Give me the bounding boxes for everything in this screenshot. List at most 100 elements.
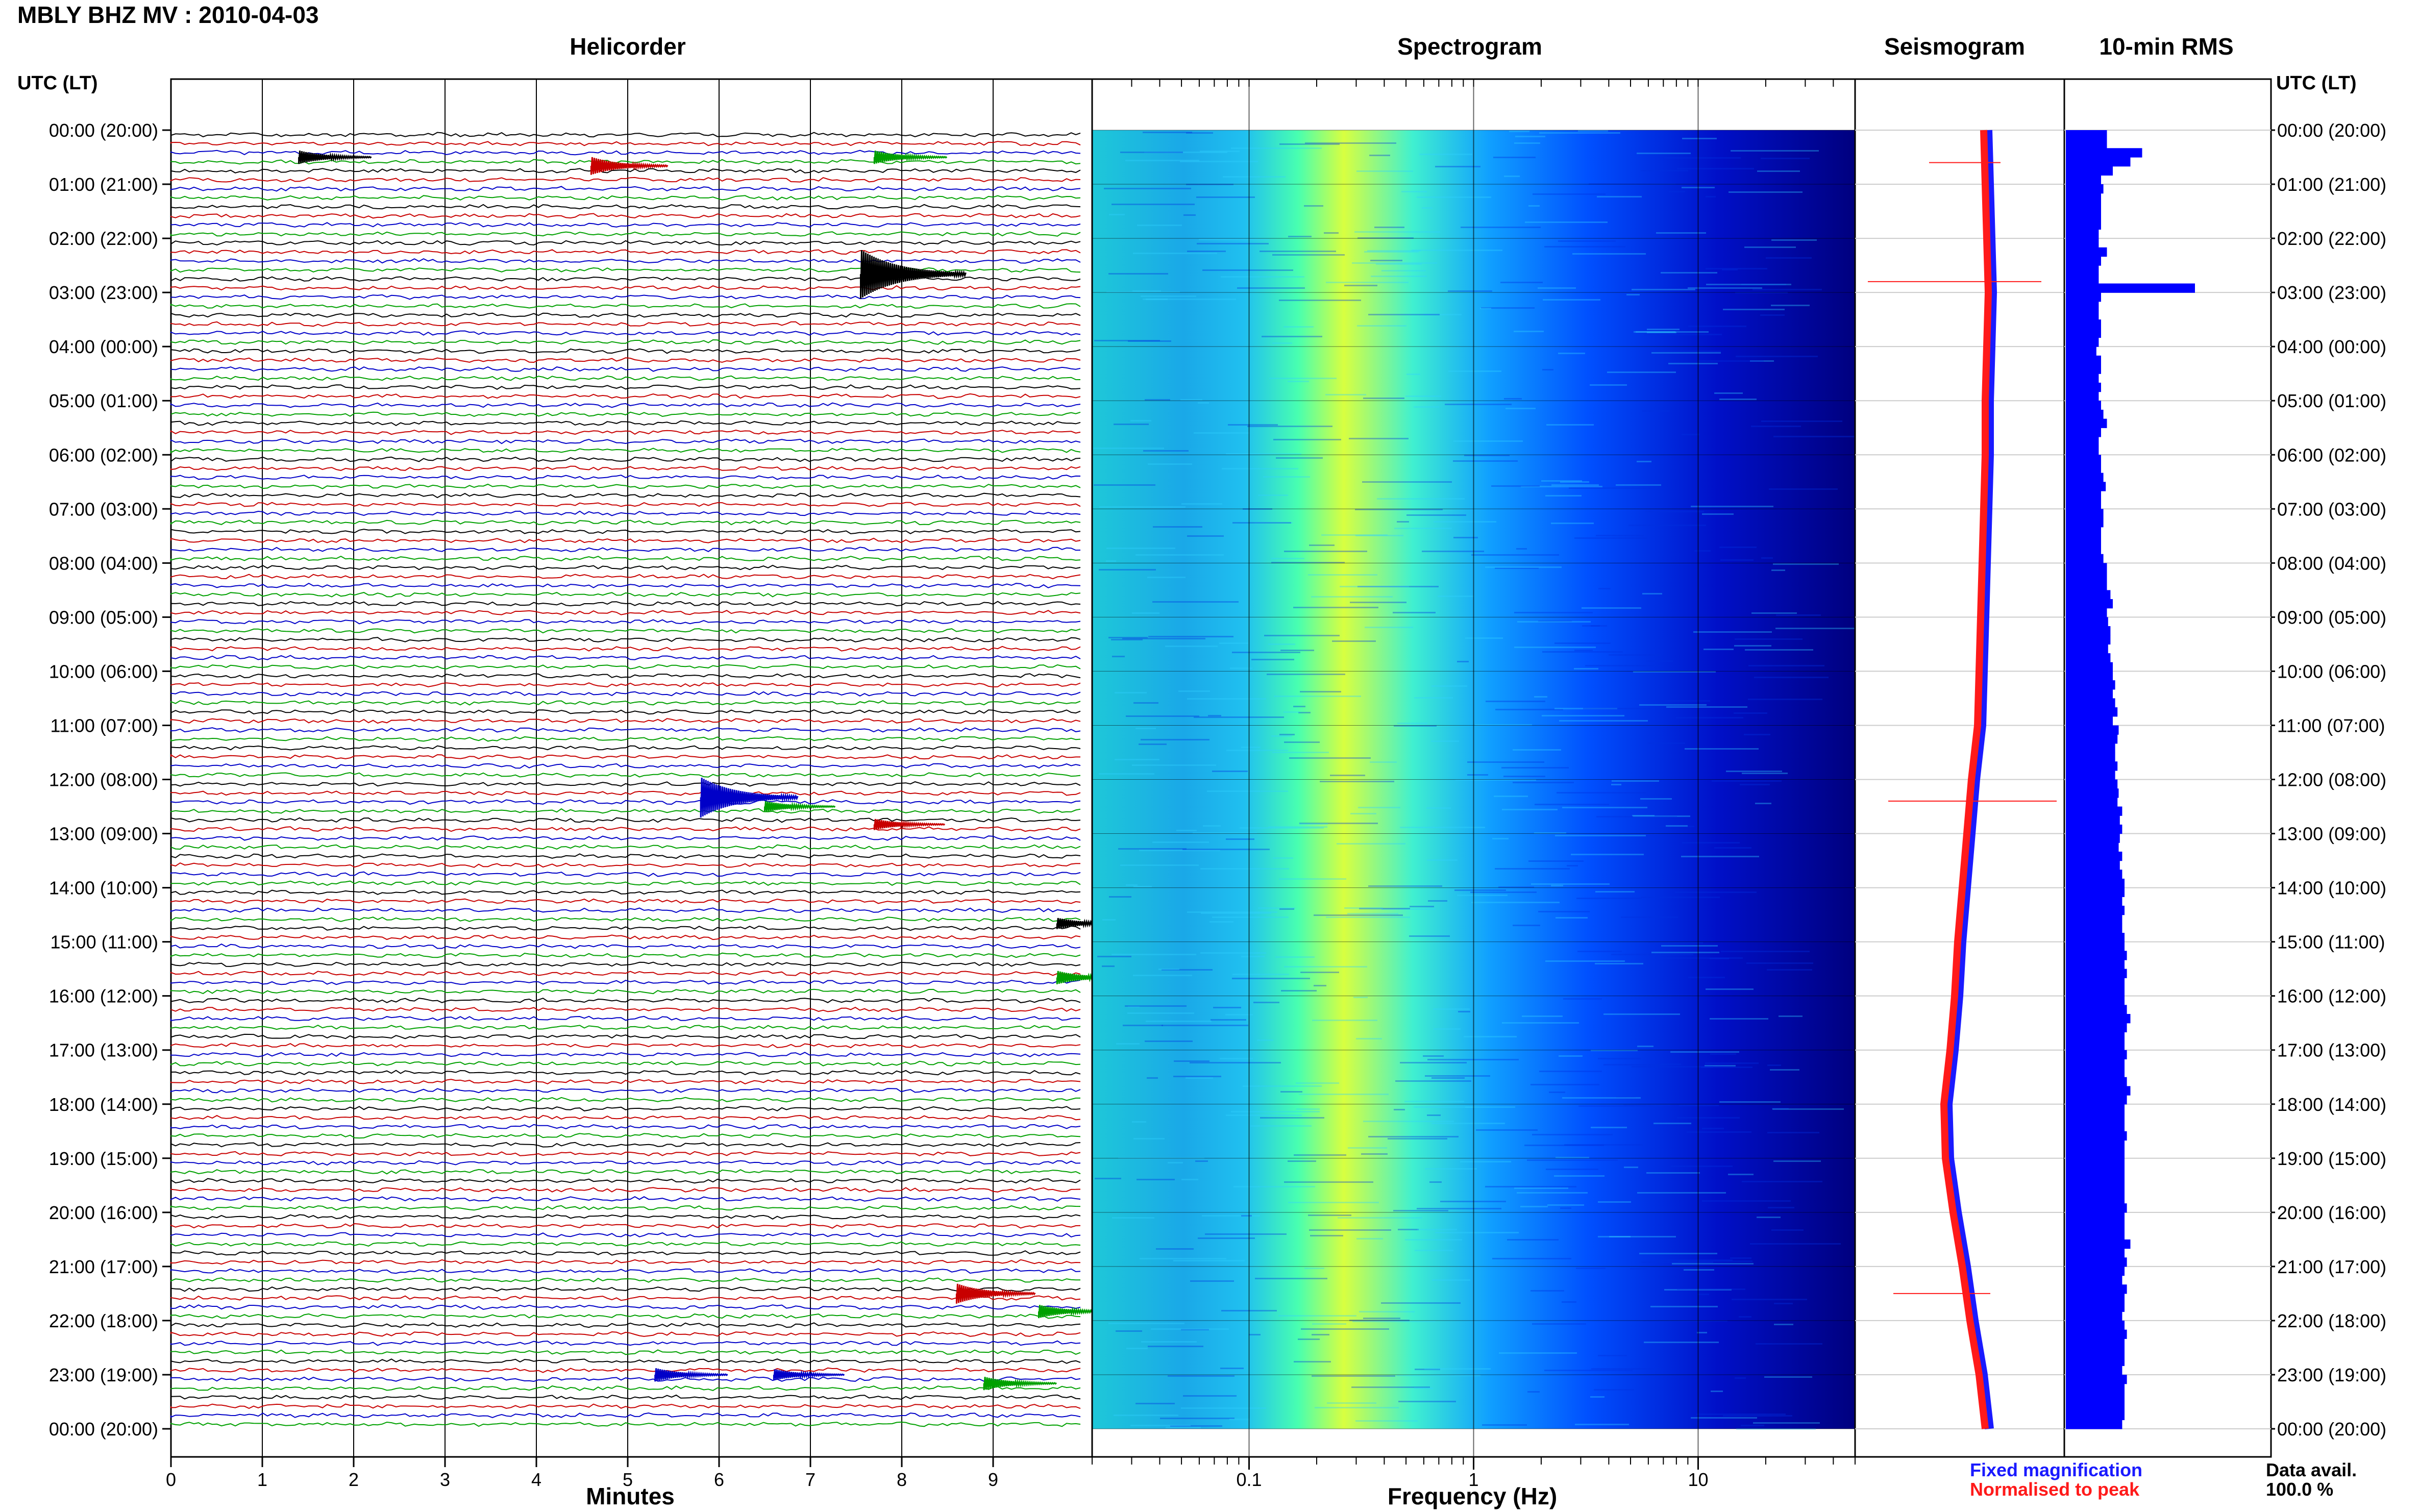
spectrogram-texture — [1118, 848, 1187, 850]
spectrogram-texture — [1368, 314, 1440, 315]
spectrogram-texture — [1661, 945, 1718, 947]
spectrogram-texture — [1723, 1415, 1792, 1417]
spectrogram-texture — [1772, 1108, 1844, 1110]
rms-bar — [2066, 941, 2125, 951]
helicorder-event — [298, 151, 372, 164]
rms-bar — [2066, 842, 2119, 852]
spectrogram-texture — [1370, 761, 1397, 763]
time-label-left: 02:00 (22:00) — [49, 228, 158, 249]
helicorder-trace — [170, 591, 1081, 598]
spectrogram-texture — [1681, 856, 1759, 857]
spectrogram-texture — [1400, 1062, 1467, 1063]
helicorder-trace — [170, 754, 1080, 760]
spectrogram-texture — [1650, 1306, 1718, 1307]
spectrogram-texture — [1764, 1376, 1812, 1378]
spectrogram-texture — [1693, 631, 1772, 633]
spectrogram-texture — [1304, 205, 1323, 207]
spectrogram-texture — [1514, 612, 1593, 613]
helicorder-event — [873, 819, 946, 830]
rms-bar — [2066, 653, 2111, 663]
spectrogram-texture — [1426, 807, 1451, 809]
spectrogram-texture — [1514, 647, 1596, 648]
helicorder-trace — [170, 1079, 1081, 1085]
time-label-left: 00:00 (20:00) — [49, 120, 158, 141]
rms-bar — [2066, 905, 2125, 915]
spectrogram-texture — [1419, 154, 1472, 155]
helicorder-trace — [170, 1331, 1081, 1337]
spectrogram-texture — [1562, 807, 1647, 808]
spectrogram-texture — [1632, 815, 1655, 816]
spectrogram-texture — [1095, 1178, 1121, 1179]
rms-bar — [2066, 1410, 2125, 1420]
spectrogram-texture — [1258, 907, 1295, 909]
rms-bar — [2066, 536, 2101, 546]
spectrogram-texture — [1364, 251, 1419, 253]
legend-normalised: Normalised to peak — [1970, 1479, 2140, 1500]
spectrogram-texture — [1541, 480, 1582, 482]
spectrogram-texture — [1648, 942, 1703, 944]
helicorder-trace — [170, 799, 1081, 805]
rms-bar — [2066, 770, 2115, 780]
station-title: MBLY BHZ MV : 2010-04-03 — [17, 2, 319, 28]
helicorder-event — [859, 250, 967, 299]
spectrogram-texture — [1293, 706, 1305, 707]
spectrogram-texture — [1532, 1323, 1586, 1325]
helicorder-trace — [170, 718, 1081, 724]
rms-bar — [2066, 211, 2101, 221]
spectrogram-texture — [1136, 728, 1156, 729]
rms-bar — [2066, 445, 2099, 455]
spectrogram-texture — [1542, 651, 1623, 653]
helicorder-xtick-label: 2 — [349, 1469, 359, 1490]
helicorder-trace — [170, 763, 1081, 769]
spectrogram-texture — [1612, 780, 1659, 782]
helicorder-trace — [170, 547, 1081, 553]
spectrogram-texture — [1273, 439, 1341, 440]
spectrogram-texture — [1146, 1021, 1212, 1022]
rms-bar — [2066, 1005, 2127, 1014]
rms-bar — [2066, 418, 2107, 428]
spectrogram-texture — [1741, 284, 1786, 285]
spectrogram-texture — [1357, 237, 1414, 239]
spectrogram-texture — [1278, 1315, 1356, 1317]
spectrogram-texture — [1126, 1348, 1148, 1349]
spectrogram-texture — [1651, 952, 1719, 953]
spectrogram-texture — [1677, 1288, 1745, 1290]
spectrogram-texture — [1194, 716, 1284, 718]
rms-bar — [2066, 1311, 2122, 1321]
rms-bar — [2066, 409, 2104, 419]
rms-bar — [2066, 1284, 2127, 1294]
helicorder-xtick-label: 5 — [623, 1469, 633, 1490]
spectrogram-texture — [1740, 784, 1770, 785]
spectrogram-texture — [1405, 1239, 1462, 1241]
rms-bar — [2066, 1275, 2122, 1285]
time-label-right: 12:00 (08:00) — [2277, 770, 2386, 790]
spectrogram-texture — [1574, 537, 1647, 539]
spectrogram-texture — [1535, 804, 1609, 805]
spectrogram-texture — [1396, 1375, 1480, 1376]
spectrogram-texture — [1253, 1002, 1279, 1003]
spectrogram-texture — [1504, 176, 1520, 177]
rms-bar — [2066, 301, 2099, 311]
spectrogram-texture — [1504, 398, 1522, 400]
spectrogram-texture — [1664, 157, 1741, 159]
spectrogram-texture — [1500, 282, 1543, 283]
spectrogram-texture — [1507, 1239, 1559, 1241]
spectrogram-texture — [1381, 270, 1426, 271]
spectrogram-texture — [1702, 1200, 1791, 1202]
spectrogram-texture — [1212, 916, 1289, 918]
spectrogram-texture — [1367, 250, 1421, 252]
spectrogram-texture — [1198, 1237, 1255, 1239]
spectrogram-texture — [1434, 1028, 1461, 1030]
spectrogram-texture — [1263, 476, 1310, 478]
spectrogram-texture — [1485, 1186, 1576, 1187]
spectrogram-texture — [1745, 649, 1813, 651]
spectrogram-texture — [1186, 1077, 1213, 1079]
spectrogram-texture — [1394, 1109, 1405, 1110]
spectrogram-texture — [1773, 436, 1860, 437]
helicorder-trace — [170, 222, 1081, 228]
spectrogram-texture — [1779, 1015, 1803, 1017]
spectrogram-texture — [1202, 269, 1293, 271]
spectrogram-texture — [1314, 914, 1403, 916]
spectrogram-texture — [1133, 1138, 1165, 1139]
spectrogram-texture — [1445, 404, 1512, 405]
